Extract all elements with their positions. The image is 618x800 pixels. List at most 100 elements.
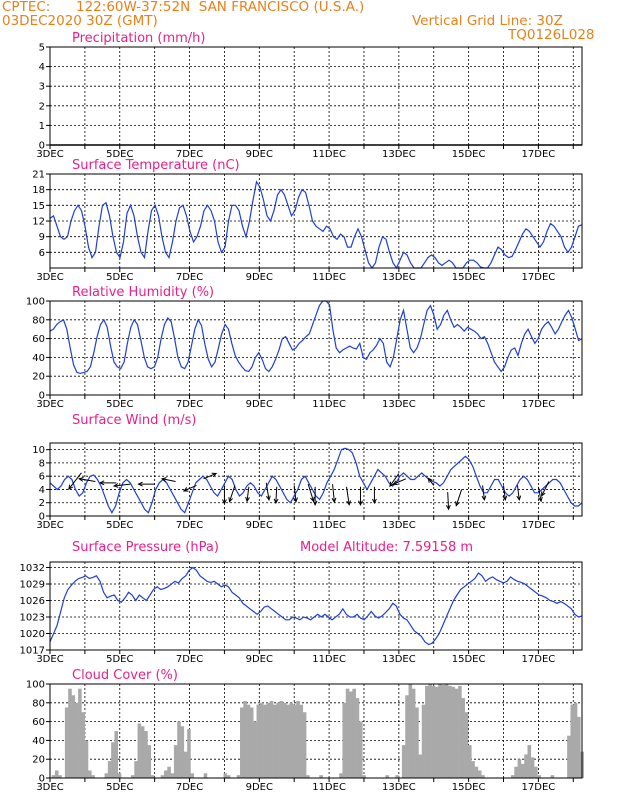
cloud-bar bbox=[78, 688, 82, 778]
x-tick-label: 5DEC bbox=[106, 272, 133, 283]
cloud-bar bbox=[458, 685, 462, 778]
wind-arrow bbox=[293, 485, 297, 502]
series-line bbox=[49, 300, 583, 375]
cloud-bar bbox=[573, 702, 578, 778]
cloud-bar bbox=[448, 685, 452, 778]
cloud-bar bbox=[395, 775, 399, 778]
x-tick-label: 5DEC bbox=[106, 149, 133, 160]
cloud-bar bbox=[134, 761, 138, 778]
x-tick-label: 13DEC bbox=[382, 149, 416, 160]
wind-arrow-head bbox=[245, 496, 250, 503]
wind-arrow bbox=[203, 472, 217, 480]
cloud-bar bbox=[358, 721, 363, 778]
x-tick-label: 17DEC bbox=[522, 272, 556, 283]
wind-arrow bbox=[79, 478, 96, 482]
cloud-bar bbox=[180, 726, 185, 778]
x-tick-label: 13DEC bbox=[382, 654, 416, 665]
cloud-bar bbox=[477, 770, 482, 778]
x-tick-label: 9DEC bbox=[246, 782, 273, 793]
x-tick-label: 7DEC bbox=[176, 782, 203, 793]
y-tick-label: 10 bbox=[32, 445, 45, 456]
cloud-bar bbox=[418, 754, 423, 778]
x-tick-label: 17DEC bbox=[522, 399, 556, 410]
panel-title: Surface Temperature (nC) bbox=[72, 158, 240, 173]
cloud-bar bbox=[137, 723, 142, 778]
wind-arrow bbox=[393, 478, 407, 485]
wind-arrow-head bbox=[445, 504, 451, 511]
y-tick-label: 1029 bbox=[20, 580, 45, 591]
y-tick-label: 80 bbox=[32, 315, 45, 326]
y-tick-label: 40 bbox=[32, 353, 45, 364]
y-tick-label: 1023 bbox=[20, 613, 45, 624]
wind-arrow bbox=[503, 485, 506, 500]
x-tick-label: 3DEC bbox=[36, 149, 63, 160]
x-tick-label: 9DEC bbox=[246, 399, 273, 410]
cloud-bar bbox=[88, 770, 92, 778]
cloud-bar bbox=[117, 773, 122, 778]
wind-arrow-head bbox=[160, 477, 167, 482]
cloud-bar bbox=[164, 770, 168, 778]
x-tick-label: 11DEC bbox=[312, 520, 346, 531]
x-tick-label: 7DEC bbox=[176, 149, 203, 160]
x-tick-label: 11DEC bbox=[312, 654, 346, 665]
cloud-bar bbox=[352, 688, 356, 778]
cloud-bar bbox=[51, 775, 56, 778]
x-tick-label: 5DEC bbox=[106, 782, 133, 793]
cloud-bar bbox=[408, 684, 413, 778]
wind-arrow-head bbox=[346, 500, 352, 506]
panel-frame bbox=[49, 442, 583, 517]
cloud-bar bbox=[259, 702, 264, 778]
wind-arrow bbox=[516, 485, 520, 500]
cloud-bar bbox=[349, 691, 353, 778]
wind-arrow bbox=[307, 483, 315, 502]
x-tick-label: 7DEC bbox=[176, 520, 203, 531]
x-tick-label: 15DEC bbox=[452, 782, 486, 793]
cloud-bar bbox=[140, 726, 145, 778]
cloud-bar bbox=[355, 698, 360, 778]
cloud-bar bbox=[177, 721, 181, 778]
cloud-bar bbox=[454, 688, 459, 778]
panel-6: 0 20 40 60 80 100 3DEC 5DEC 7DEC 9DEC 11DEC 13DEC 15… bbox=[26, 668, 584, 793]
cloud-bar bbox=[441, 684, 446, 778]
y-tick-label: 1017 bbox=[20, 646, 45, 657]
y-tick-label: 8 bbox=[39, 458, 45, 469]
y-tick-label: 4 bbox=[39, 62, 45, 73]
cloud-bar bbox=[249, 707, 254, 778]
y-tick-label: 1026 bbox=[20, 596, 45, 607]
cloud-bar bbox=[269, 700, 274, 778]
cloud-bar bbox=[289, 702, 294, 778]
panel-title: Surface Wind (m/s) bbox=[72, 413, 196, 428]
cloud-bar bbox=[160, 775, 165, 778]
cloud-bar bbox=[273, 704, 277, 778]
y-tick-label: 100 bbox=[26, 297, 45, 308]
x-tick-label: 9DEC bbox=[246, 520, 273, 531]
y-tick-label: 6 bbox=[39, 248, 45, 259]
wind-arrow bbox=[113, 483, 131, 487]
x-tick-label: 3DEC bbox=[36, 399, 63, 410]
header-run-id: TQ0126L028 bbox=[508, 27, 595, 43]
cloud-bar bbox=[385, 775, 389, 778]
panel-title: Surface Pressure (hPa) bbox=[72, 540, 219, 555]
series-line bbox=[49, 566, 583, 646]
header-location: 122:60W-37:52N SAN FRANCISCO (U.S.A.) bbox=[76, 0, 365, 15]
wind-arrow-head bbox=[516, 495, 522, 502]
cloud-bar bbox=[474, 766, 479, 778]
wind-arrow-head bbox=[392, 480, 398, 485]
cloud-bar bbox=[342, 702, 347, 778]
cloud-bar bbox=[256, 704, 261, 778]
wind-arrow-head bbox=[427, 477, 433, 483]
cloud-bar bbox=[339, 773, 343, 778]
y-tick-label: 2 bbox=[39, 498, 45, 509]
cloud-bar bbox=[223, 773, 228, 778]
wind-arrow-head bbox=[502, 495, 508, 502]
cloud-bar bbox=[187, 729, 191, 778]
wind-arrow-head bbox=[98, 480, 105, 486]
y-tick-label: 3 bbox=[39, 82, 45, 93]
x-tick-label: 3DEC bbox=[36, 654, 63, 665]
wind-arrow bbox=[346, 486, 350, 505]
cloud-bar bbox=[421, 704, 426, 778]
cloud-bar bbox=[527, 745, 532, 778]
cloud-bar bbox=[286, 704, 290, 778]
cloud-bar bbox=[68, 688, 72, 778]
